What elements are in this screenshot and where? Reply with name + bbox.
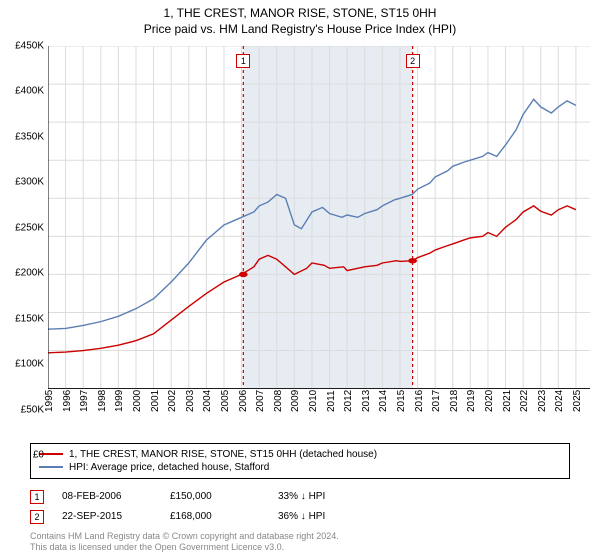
x-tick-label: 1998 [97, 389, 108, 411]
x-tick-label: 2008 [273, 389, 284, 411]
x-tick-label: 2016 [414, 389, 425, 411]
y-tick-label: £100K [15, 359, 44, 370]
transactions-table: 1 08-FEB-2006 £150,000 33% ↓ HPI 2 22-SEP-201… [30, 487, 570, 527]
x-tick-label: 2005 [220, 389, 231, 411]
transaction-row: 2 22-SEP-2015 £168,000 36% ↓ HPI [30, 507, 570, 527]
marker-label: 1 [236, 54, 250, 68]
transaction-price: £150,000 [170, 491, 260, 502]
x-tick-label: 2020 [484, 389, 495, 411]
y-tick-label: £50K [21, 404, 44, 415]
x-tick-label: 2003 [185, 389, 196, 411]
legend: 1, THE CREST, MANOR RISE, STONE, ST15 0H… [30, 443, 570, 479]
footer-attribution: Contains HM Land Registry data © Crown c… [30, 531, 570, 554]
x-tick-label: 2025 [572, 389, 583, 411]
plot-svg [48, 46, 590, 389]
title-subtitle: Price paid vs. HM Land Registry's House … [0, 22, 600, 36]
x-tick-label: 2006 [238, 389, 249, 411]
y-tick-label: £300K [15, 177, 44, 188]
y-tick-label: £250K [15, 222, 44, 233]
transaction-price: £168,000 [170, 511, 260, 522]
x-tick-label: 2019 [466, 389, 477, 411]
x-tick-label: 2011 [326, 390, 337, 412]
x-tick-label: 2022 [519, 389, 530, 411]
x-tick-label: 2009 [290, 389, 301, 411]
transaction-delta: 36% ↓ HPI [278, 511, 368, 522]
x-tick-label: 2004 [202, 389, 213, 411]
y-tick-label: £450K [15, 41, 44, 52]
y-tick-label: £0 [33, 450, 44, 461]
legend-label: HPI: Average price, detached house, Staf… [69, 462, 269, 473]
marker-label: 2 [406, 54, 420, 68]
x-tick-label: 2015 [396, 389, 407, 411]
x-tick-label: 1999 [114, 389, 125, 411]
x-tick-label: 2001 [150, 389, 161, 411]
x-tick-label: 2007 [255, 389, 266, 411]
footer-line-2: This data is licensed under the Open Gov… [30, 542, 570, 554]
plot [48, 46, 590, 389]
transaction-row: 1 08-FEB-2006 £150,000 33% ↓ HPI [30, 487, 570, 507]
x-tick-label: 2002 [167, 389, 178, 411]
transaction-date: 08-FEB-2006 [62, 491, 152, 502]
y-tick-label: £150K [15, 313, 44, 324]
chart-container: 1, THE CREST, MANOR RISE, STONE, ST15 0H… [0, 0, 600, 560]
x-tick-label: 2023 [537, 389, 548, 411]
x-tick-label: 2012 [343, 389, 354, 411]
x-tick-label: 1996 [62, 389, 73, 411]
legend-row: 1, THE CREST, MANOR RISE, STONE, ST15 0H… [39, 448, 561, 461]
chart-titles: 1, THE CREST, MANOR RISE, STONE, ST15 0H… [0, 0, 600, 40]
y-tick-label: £400K [15, 86, 44, 97]
x-tick-label: 2024 [554, 389, 565, 411]
x-tick-label: 2018 [449, 389, 460, 411]
chart-area: £0£50K£100K£150K£200K£250K£300K£350K£400… [0, 40, 600, 437]
x-tick-label: 2013 [361, 389, 372, 411]
y-tick-label: £200K [15, 268, 44, 279]
x-tick-label: 2017 [431, 389, 442, 411]
transaction-date: 22-SEP-2015 [62, 511, 152, 522]
x-tick-label: 2021 [502, 389, 513, 411]
x-tick-label: 2010 [308, 389, 319, 411]
x-tick-label: 1995 [44, 389, 55, 411]
footer-line-1: Contains HM Land Registry data © Crown c… [30, 531, 570, 543]
legend-swatch [39, 466, 63, 468]
x-tick-label: 1997 [79, 389, 90, 411]
legend-label: 1, THE CREST, MANOR RISE, STONE, ST15 0H… [69, 449, 377, 460]
x-tick-label: 2000 [132, 389, 143, 411]
x-tick-label: 2014 [378, 389, 389, 411]
title-address: 1, THE CREST, MANOR RISE, STONE, ST15 0H… [0, 6, 600, 20]
transaction-marker: 1 [30, 490, 44, 504]
transaction-marker: 2 [30, 510, 44, 524]
y-tick-label: £350K [15, 131, 44, 142]
transaction-delta: 33% ↓ HPI [278, 491, 368, 502]
legend-row: HPI: Average price, detached house, Staf… [39, 461, 561, 474]
